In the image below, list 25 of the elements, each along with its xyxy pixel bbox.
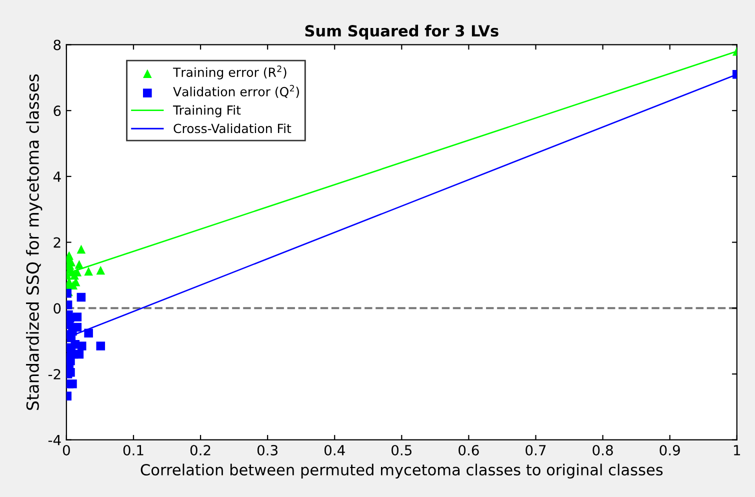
- y-tick-label: 6: [54, 106, 61, 116]
- x-tick-label: 0.5: [392, 444, 412, 456]
- x-tick-label: 0.6: [458, 444, 479, 456]
- x-tick-label: 0.7: [526, 444, 546, 456]
- x-tick-label: 0: [62, 444, 70, 456]
- legend-label: Training error (R$^{2}$): [172, 66, 286, 80]
- x-tick-label: 0.3: [257, 444, 278, 456]
- legend-label: Cross-Validation Fit: [174, 124, 292, 134]
- x-tick-label: 1: [734, 445, 740, 456]
- y-tick-label: -4: [48, 434, 61, 446]
- y-tick-label: 2: [54, 237, 60, 248]
- y-tick-label: 8: [54, 40, 61, 50]
- x-tick-label: 0.8: [592, 444, 613, 456]
- x-tick-label: 0.2: [190, 444, 210, 456]
- x-tick-label: 0.9: [660, 444, 680, 456]
- x-axis-title: Correlation between permuted mycetoma classes to original classes: [140, 464, 663, 478]
- chart-title: Sum Squared for 3 LVs: [305, 24, 498, 40]
- x-tick-label: 0.1: [123, 444, 144, 456]
- y-axis-title: Standardized SSQ for mycetoma classes: [26, 74, 42, 410]
- y-tick-label: 4: [53, 172, 61, 182]
- legend-label: Training Fit: [172, 105, 241, 118]
- y-tick-label: 0: [54, 303, 61, 314]
- y-tick-label: -2: [48, 368, 60, 380]
- legend-label: Validation error (Q$^{2}$): [173, 84, 299, 98]
- x-tick-label: 0.4: [324, 444, 345, 456]
